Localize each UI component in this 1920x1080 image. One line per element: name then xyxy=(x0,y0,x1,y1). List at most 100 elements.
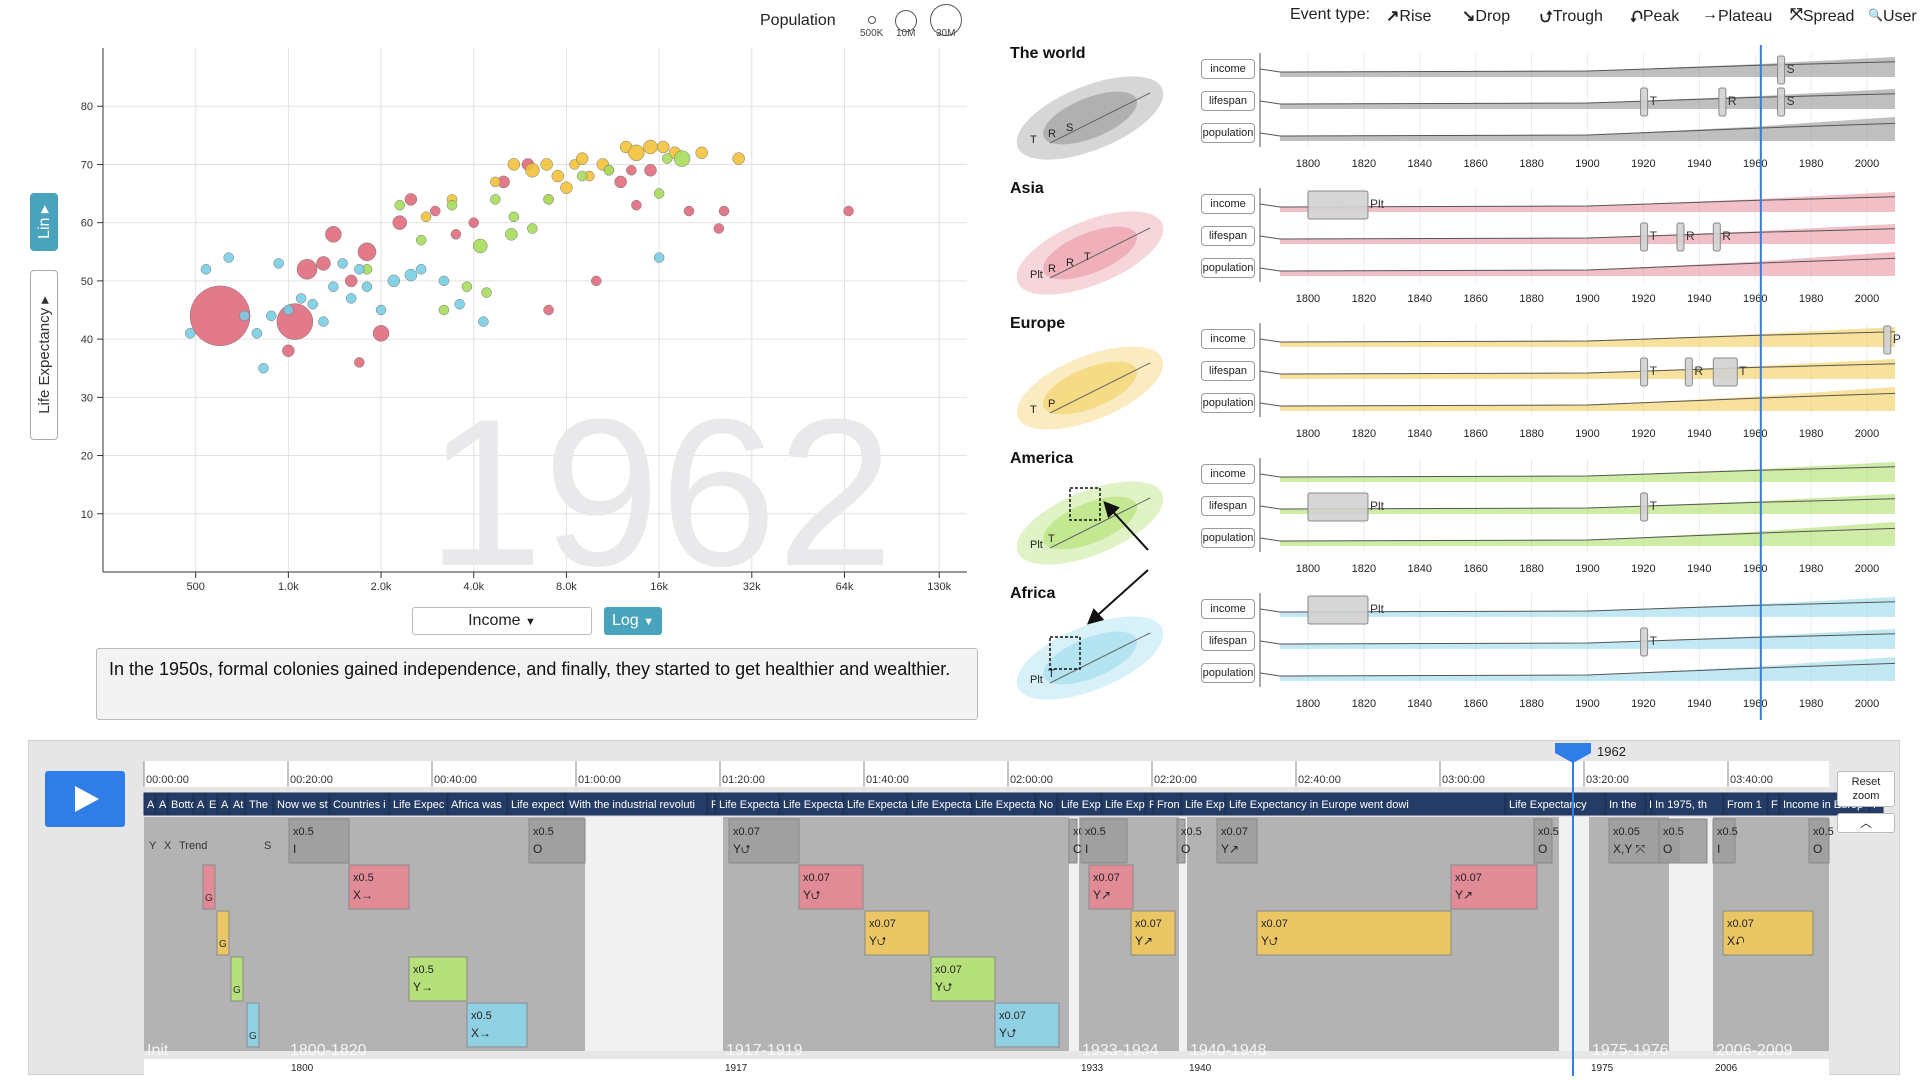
data-point-asia[interactable] xyxy=(543,304,554,316)
data-point-africa[interactable] xyxy=(375,304,387,316)
event-marker[interactable] xyxy=(1640,627,1649,657)
timeline-event[interactable] xyxy=(466,1002,528,1048)
timeline-event[interactable] xyxy=(1176,818,1186,864)
data-point-asia[interactable] xyxy=(354,357,365,368)
caption-item[interactable] xyxy=(507,792,566,816)
data-point-america[interactable] xyxy=(576,170,588,182)
data-point-america[interactable] xyxy=(527,223,538,234)
caption-item[interactable] xyxy=(971,792,1036,816)
caption-item[interactable] xyxy=(447,792,508,816)
x-scale-button[interactable]: Log ▼ xyxy=(604,607,662,635)
data-point-asia[interactable] xyxy=(843,205,854,217)
data-point-asia[interactable] xyxy=(683,205,695,217)
data-point-europe[interactable] xyxy=(575,152,589,165)
caption-item[interactable] xyxy=(205,792,218,816)
data-point-america[interactable] xyxy=(394,199,405,211)
data-point-asia[interactable] xyxy=(631,199,642,211)
legend-drop[interactable]: ↘ Drop xyxy=(1462,6,1510,26)
legend-spread[interactable]: ⤧ Spread xyxy=(1790,6,1854,25)
caption-item[interactable] xyxy=(1645,792,1652,816)
caption-item[interactable] xyxy=(229,792,246,816)
caption-item[interactable] xyxy=(1505,792,1606,816)
timeline-event[interactable] xyxy=(864,910,930,956)
data-point-africa[interactable] xyxy=(184,328,196,339)
event-marker[interactable] xyxy=(1640,87,1649,117)
caption-item[interactable] xyxy=(1153,792,1182,816)
data-point-asia[interactable] xyxy=(392,215,407,230)
data-point-asia[interactable] xyxy=(344,274,358,288)
event-marker[interactable] xyxy=(1883,325,1892,355)
data-point-africa[interactable] xyxy=(354,263,365,275)
event-marker[interactable] xyxy=(1307,190,1369,220)
caption-item[interactable] xyxy=(273,792,330,816)
g-event[interactable] xyxy=(246,1002,260,1048)
caption-item[interactable] xyxy=(907,792,972,816)
play-button[interactable] xyxy=(45,771,125,827)
caption-item[interactable] xyxy=(843,792,908,816)
timeline-event[interactable] xyxy=(994,1002,1060,1048)
timeline-event[interactable] xyxy=(930,956,996,1002)
playhead-handle[interactable] xyxy=(1555,743,1591,763)
caption-item[interactable] xyxy=(167,792,194,816)
data-point-asia[interactable] xyxy=(430,205,441,217)
event-marker[interactable] xyxy=(1307,595,1369,625)
timeline-event[interactable] xyxy=(1216,818,1258,864)
data-point-africa[interactable] xyxy=(404,268,418,282)
data-point-africa[interactable] xyxy=(251,328,263,339)
caption-item[interactable] xyxy=(1723,792,1768,816)
timeline-event[interactable] xyxy=(288,818,350,864)
data-point-asia[interactable] xyxy=(468,217,479,228)
caption-item[interactable] xyxy=(1145,792,1154,816)
timeline-event[interactable] xyxy=(408,956,468,1002)
event-marker[interactable] xyxy=(1777,55,1786,85)
timeline-event[interactable] xyxy=(1130,910,1176,956)
event-marker[interactable] xyxy=(1640,357,1649,387)
data-point-america[interactable] xyxy=(653,188,665,199)
data-point-america[interactable] xyxy=(481,287,492,298)
data-point-america[interactable] xyxy=(508,211,520,223)
data-point-africa[interactable] xyxy=(438,275,450,287)
caption-item[interactable] xyxy=(1035,792,1058,816)
region-thumbnail[interactable]: Plt T xyxy=(1000,603,1180,713)
data-point-america[interactable] xyxy=(461,281,473,292)
data-point-africa[interactable] xyxy=(328,281,339,292)
data-point-africa[interactable] xyxy=(307,298,318,310)
timeline-event[interactable] xyxy=(1068,818,1078,864)
data-point-asia[interactable] xyxy=(404,193,418,206)
collapse-button[interactable]: ︿ xyxy=(1837,813,1895,833)
data-point-asia[interactable] xyxy=(713,223,725,234)
data-point-africa[interactable] xyxy=(478,316,489,327)
data-point-america[interactable] xyxy=(543,194,554,205)
legend-peak[interactable]: ⮏ Peak xyxy=(1630,6,1679,33)
g-event[interactable] xyxy=(216,910,230,956)
data-point-asia[interactable] xyxy=(296,258,318,280)
timeline-event[interactable] xyxy=(1088,864,1134,910)
caption-item[interactable] xyxy=(779,792,844,816)
timeline-event[interactable] xyxy=(348,864,410,910)
g-event[interactable] xyxy=(202,864,216,910)
data-point-europe[interactable] xyxy=(732,152,745,165)
caption-item[interactable] xyxy=(245,792,274,816)
data-point-europe[interactable] xyxy=(551,169,565,183)
caption-item[interactable] xyxy=(1651,792,1724,816)
event-marker[interactable] xyxy=(1777,87,1786,117)
data-point-africa[interactable] xyxy=(200,263,212,275)
data-point-asia[interactable] xyxy=(450,229,462,240)
data-point-africa[interactable] xyxy=(223,252,234,263)
data-point-asia[interactable] xyxy=(626,165,637,176)
data-point-europe[interactable] xyxy=(560,181,573,194)
timeline-event[interactable] xyxy=(1808,818,1830,864)
event-marker[interactable] xyxy=(1712,222,1721,252)
legend-user[interactable]: 🔍 User xyxy=(1868,6,1917,25)
data-point-africa[interactable] xyxy=(454,298,465,310)
caption-item[interactable] xyxy=(1225,792,1506,816)
event-marker[interactable] xyxy=(1307,492,1369,522)
data-point-africa[interactable] xyxy=(273,258,284,269)
region-thumbnail[interactable]: Plt R R T xyxy=(1000,198,1180,308)
data-point-africa[interactable] xyxy=(283,304,294,316)
data-point-america[interactable] xyxy=(415,234,427,246)
data-point-america[interactable] xyxy=(490,194,501,205)
data-point-asia[interactable] xyxy=(325,226,342,243)
data-point-africa[interactable] xyxy=(318,316,329,327)
